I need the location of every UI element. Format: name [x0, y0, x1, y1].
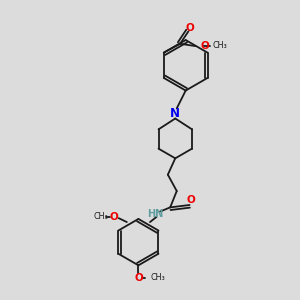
Text: O: O: [109, 212, 118, 222]
Text: O: O: [186, 23, 194, 33]
Text: N: N: [170, 107, 180, 120]
Text: HN: HN: [147, 209, 163, 219]
Text: CH₃: CH₃: [94, 212, 108, 221]
Text: CH₃: CH₃: [212, 41, 227, 50]
Text: O: O: [134, 273, 143, 283]
Text: O: O: [187, 195, 195, 205]
Text: CH₃: CH₃: [150, 273, 165, 282]
Text: O: O: [200, 41, 209, 51]
